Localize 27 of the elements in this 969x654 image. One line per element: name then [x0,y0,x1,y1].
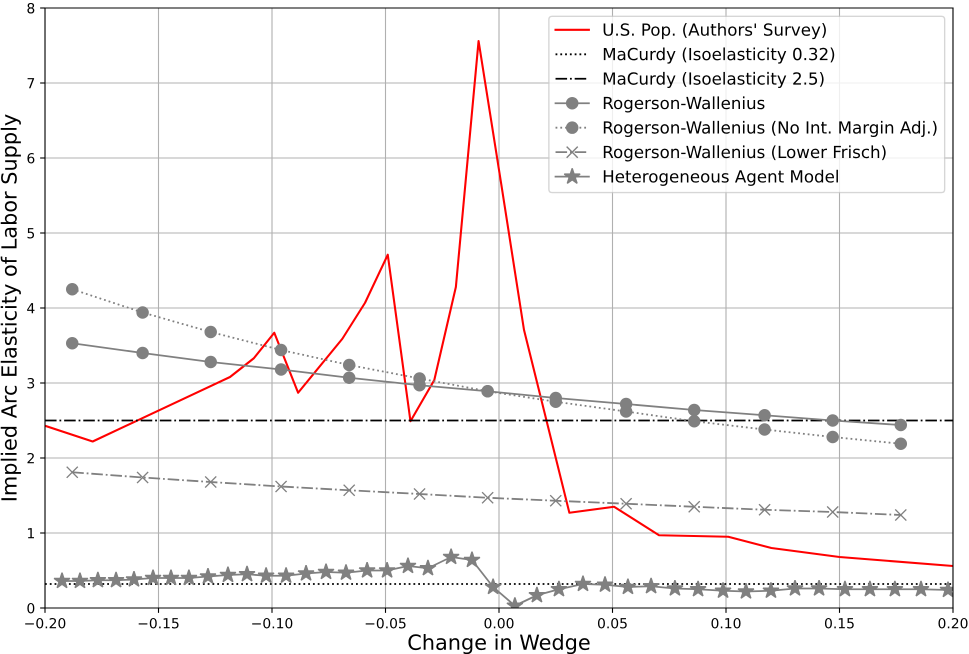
y-tick-label: 4 [27,303,34,314]
y-tick-label: 7 [28,78,34,88]
x-tick-label: 0.05 [598,618,627,628]
legend-label: MaCurdy (Isoelasticity 2.5) [604,72,824,88]
legend-label: U.S. Pop. (Authors' Survey) [604,23,826,40]
legend-label: Rogerson-Wallenius (No Int. Margin Adj.) [604,120,937,137]
x-axis-title: Change in Wedge [408,634,590,654]
y-tick-label: 3 [28,378,34,388]
x-tick-label: −0.15 [138,618,179,628]
y-tick-label: 0 [27,602,34,614]
x-tick-label: −0.20 [25,618,66,628]
legend-label: Rogerson-Wallenius (Lower Frisch) [604,145,886,162]
y-tick-label: 6 [27,152,34,164]
legend-label: Heterogeneous Agent Model [604,170,838,186]
x-tick-label: 0.20 [938,618,968,628]
legend-label: Rogerson-Wallenius [604,96,764,113]
y-axis-title: Implied Arc Elasticity of Labor Supply [0,114,21,500]
y-tick-label: 8 [27,2,34,14]
x-tick-label: 0.00 [484,618,514,628]
x-tick-label: −0.10 [252,618,292,628]
x-tick-label: −0.05 [366,618,406,628]
y-tick-label: 2 [27,452,34,464]
legend-label: MaCurdy (Isoelasticity 0.32) [604,47,834,64]
y-tick-label: 1 [28,528,34,538]
y-tick-label: 5 [28,228,34,238]
x-tick-label: 0.15 [824,618,854,628]
x-tick-label: 0.10 [711,618,741,628]
